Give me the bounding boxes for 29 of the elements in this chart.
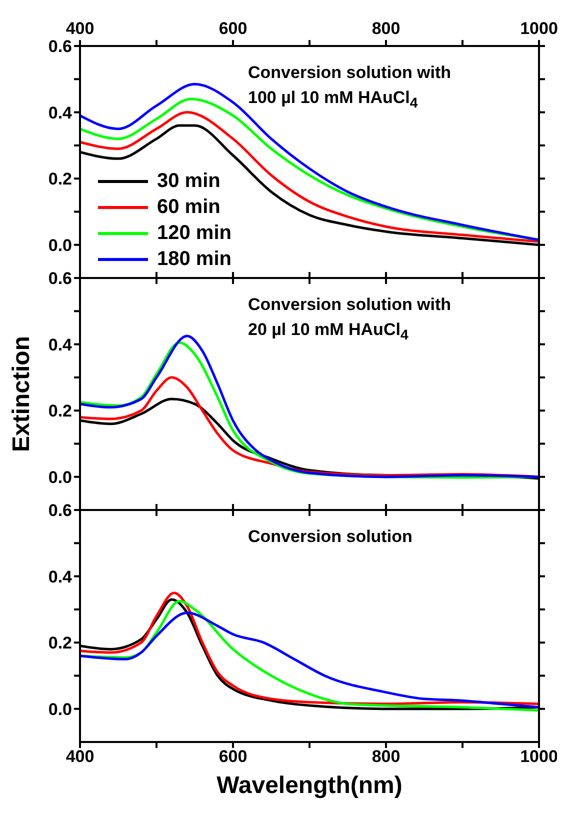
legend-label: 30 min	[157, 169, 220, 194]
x-axis-title: Wavelength(nm)	[216, 772, 404, 800]
x2-tick-label: 1000	[520, 19, 558, 38]
y-tick-label: 0.2	[48, 402, 72, 421]
y-tick-label: 0.0	[48, 700, 72, 719]
y-tick-label: 0.2	[48, 170, 72, 189]
x2-tick-label: 600	[218, 19, 248, 38]
legend-label: 60 min	[157, 195, 220, 220]
y-tick-label: 0.4	[48, 567, 73, 586]
x-tick-label: 400	[66, 747, 94, 766]
annotation: Conversion solution with 100 µl 10 mM HAuCl$_{4}$	[248, 62, 452, 114]
x2-tick-label: 400	[66, 19, 94, 38]
annotation: Conversion solution	[248, 526, 412, 548]
x-tick-label: 1000	[520, 747, 558, 766]
y-tick-label: 0.6	[48, 501, 72, 520]
legend-label: 120 min	[157, 221, 232, 246]
legend-label: 180 min	[157, 247, 232, 272]
y-tick-label: 0.4	[48, 335, 73, 354]
y-tick-label: 0.0	[48, 236, 72, 255]
y-tick-label: 0.6	[48, 269, 72, 288]
y-tick-label: 0.4	[48, 103, 73, 122]
y-tick-label: 0.2	[48, 634, 72, 653]
y-tick-label: 0.6	[48, 37, 72, 56]
x-tick-label: 600	[218, 747, 248, 766]
annotation: Conversion solution with 20 µl 10 mM HAuCl$_{4}$	[248, 294, 452, 346]
y-axis-title: Extinction	[8, 335, 36, 454]
x-tick-label: 800	[372, 747, 400, 766]
y-tick-label: 0.0	[48, 468, 72, 487]
x2-tick-label: 800	[372, 19, 400, 38]
